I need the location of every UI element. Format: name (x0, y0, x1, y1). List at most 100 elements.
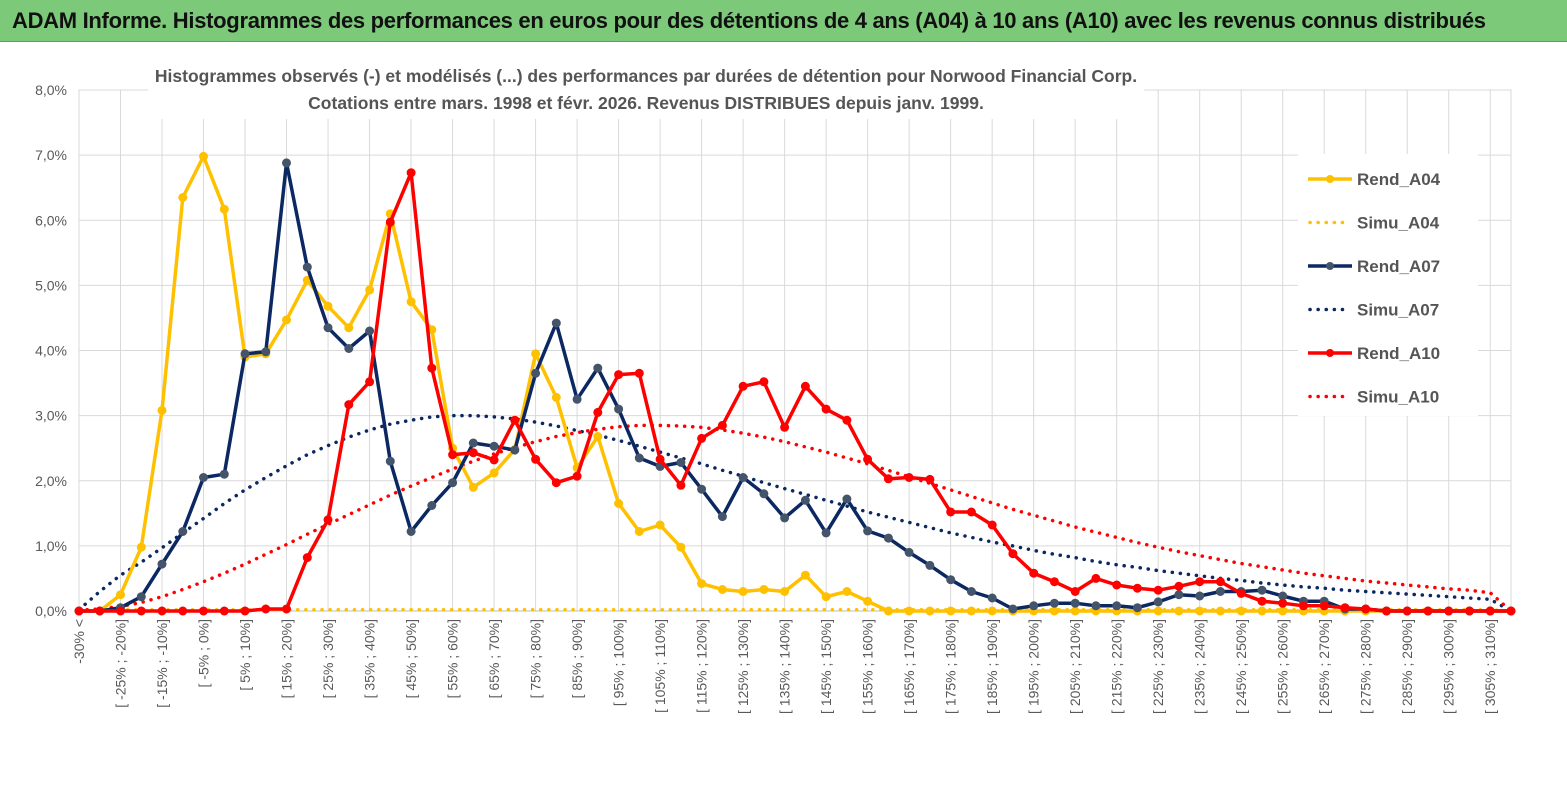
legend-backdrop (1298, 154, 1478, 416)
data-point (863, 596, 873, 606)
data-point (1070, 587, 1080, 596)
x-tick-label: [ 45% ; 50%] (403, 619, 419, 698)
data-point (323, 323, 333, 333)
data-point (1153, 606, 1163, 616)
data-point (344, 344, 354, 353)
data-point (1070, 606, 1080, 616)
data-point (883, 533, 893, 543)
x-tick-label: [ 115% ; 120%] (694, 619, 710, 713)
data-point (676, 480, 686, 490)
data-point (1049, 606, 1059, 616)
data-point (1153, 597, 1163, 607)
data-point (572, 394, 582, 404)
data-point (676, 458, 686, 467)
y-tick-label: 8,0% (35, 82, 67, 98)
data-point (282, 315, 291, 325)
legend-item-simu-a04: Simu_A04 (1308, 214, 1440, 233)
x-tick-label: [ 275% ; 280%] (1358, 619, 1374, 714)
data-point (634, 527, 644, 536)
series-line (79, 161, 1511, 613)
data-point (946, 606, 956, 616)
data-point (1174, 581, 1184, 591)
data-point (157, 559, 167, 569)
data-point (863, 454, 873, 464)
histogram-chart: 0,0% 1,0% 2,0% 3,0% 4,0% 5,0% 6,0% 7,0% 8,0% -30… (35, 59, 1516, 714)
data-point (365, 285, 375, 295)
data-point (634, 453, 644, 463)
data-point (1195, 606, 1205, 616)
data-point (966, 606, 976, 616)
data-point (1215, 577, 1225, 587)
data-point (1444, 606, 1454, 616)
chart-title-line-1: Histogrammes observés (-) et modélisés (… (155, 66, 1137, 86)
x-tick-label: [ 195% ; 200%] (1026, 619, 1042, 714)
data-point (946, 575, 956, 585)
data-point (1361, 604, 1371, 614)
data-point (863, 526, 873, 536)
data-point (904, 606, 914, 616)
data-point (1278, 598, 1288, 608)
chart-grid (78, 89, 1512, 612)
data-point (199, 606, 208, 616)
chart-title-backdrop (148, 59, 1144, 119)
data-point (925, 474, 935, 484)
data-point (1029, 568, 1039, 578)
legend-label: Simu_A04 (1357, 214, 1440, 233)
data-point (987, 520, 997, 530)
legend-item-simu-a10: Simu_A10 (1308, 388, 1439, 407)
data-point (116, 590, 125, 600)
data-point (199, 473, 208, 482)
x-tick-label: [ 135% ; 140%] (777, 619, 793, 714)
x-tick-label: [ 145% ; 150%] (818, 619, 834, 714)
series-line (77, 423, 1513, 613)
data-point (593, 432, 603, 441)
data-point (136, 606, 146, 616)
data-point (904, 547, 914, 557)
data-point (365, 377, 375, 387)
data-point (468, 482, 478, 492)
data-point (759, 489, 769, 499)
data-point (1382, 606, 1391, 616)
data-point (489, 455, 499, 465)
data-point (1195, 591, 1205, 601)
data-point (717, 512, 727, 522)
data-point (1215, 587, 1225, 596)
data-point (1049, 577, 1059, 587)
data-point (468, 438, 478, 448)
x-tick-label: [ 155% ; 160%] (860, 619, 876, 714)
x-tick-label: [ -25% ; -20%] (113, 619, 129, 708)
data-point (946, 507, 956, 517)
data-point (448, 478, 458, 488)
legend-item-simu-a07: Simu_A07 (1308, 301, 1439, 320)
data-point (219, 204, 229, 214)
data-point (1257, 585, 1267, 595)
data-point (219, 606, 229, 616)
y-tick-label: 4,0% (35, 343, 67, 359)
x-axis-ticks: -30% < [ -25% ; -20%] [ -15% ; -10%] [ -5% … (71, 619, 1498, 714)
data-point (199, 151, 208, 161)
x-tick-label: [ 65% ; 70%] (486, 619, 502, 698)
data-point (738, 473, 748, 482)
data-point (427, 501, 437, 510)
data-point (987, 593, 997, 603)
data-point (1236, 606, 1246, 616)
x-tick-label: [ 125% ; 130%] (735, 619, 751, 714)
data-point (1008, 604, 1018, 614)
data-point (1215, 606, 1225, 616)
x-tick-label: [ 85% ; 90%] (569, 619, 585, 698)
report-title: ADAM Informe. Histogrammes des performan… (12, 8, 1486, 33)
report-header: ADAM Informe. Histogrammes des performan… (0, 0, 1567, 42)
data-point (406, 527, 416, 536)
data-point (261, 347, 271, 357)
data-point (614, 499, 624, 508)
x-tick-label: [ 185% ; 190%] (984, 619, 1000, 714)
x-tick-label: [ 225% ; 230%] (1150, 619, 1166, 714)
x-tick-label: [ 255% ; 260%] (1275, 619, 1291, 714)
data-point (759, 377, 769, 387)
legend-item-rend-a07: Rend_A07 (1308, 257, 1440, 276)
data-point (759, 585, 769, 594)
data-point (987, 606, 997, 616)
data-point (800, 495, 810, 505)
y-tick-label: 2,0% (35, 473, 67, 489)
data-point (1257, 606, 1267, 616)
